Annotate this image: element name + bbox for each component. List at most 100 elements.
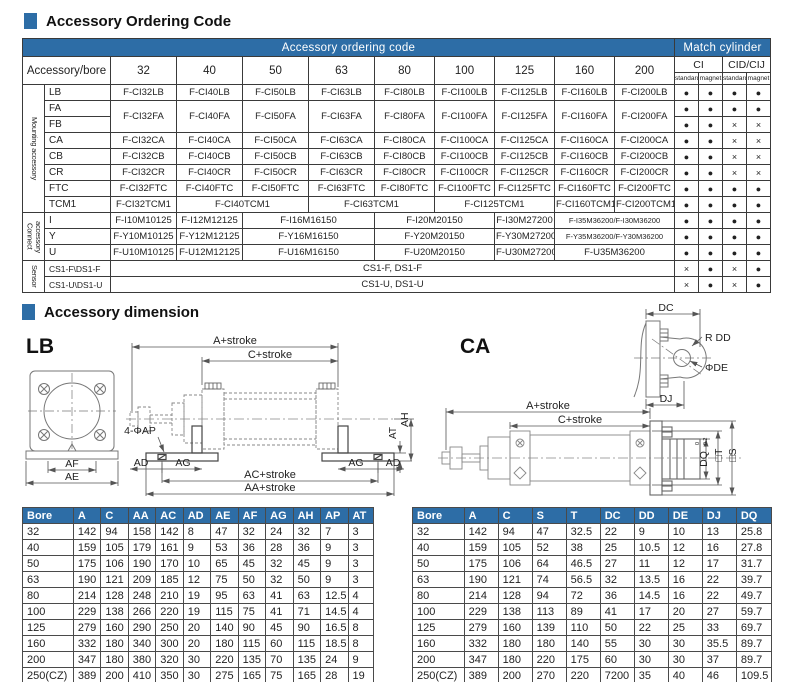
table-cell: CI (674, 56, 723, 73)
table-cell: 3 (347, 523, 375, 540)
ca-figure-label: CA (460, 335, 490, 358)
table-row: Accessory/bore 32 40 50 63 80 100 125 160 200 CI CI… (22, 56, 772, 85)
ca-dim-dq: DQ (698, 451, 710, 467)
table-cell: 49.7 (735, 587, 773, 604)
table-cell: 180 (100, 635, 129, 652)
table-cell: 113 (531, 603, 567, 620)
table-cell: 135 (292, 651, 322, 668)
lb-dim-ag-right: AG (348, 457, 363, 469)
table-cell: 38 (565, 539, 601, 556)
table-cell: 200 (497, 667, 533, 682)
table-cell: 175 (565, 651, 601, 668)
table-cell: F-CI125CR (494, 164, 555, 181)
table-cell: Sensor (22, 260, 45, 293)
table-header-row: Bore A C AA AC AD AE AF AG AH AP AT (22, 507, 375, 524)
table-cell: × (722, 116, 747, 133)
table-cell: 140 (210, 619, 239, 636)
table-cell: ● (698, 164, 723, 181)
table-cell: 90 (292, 619, 322, 636)
table-row: 50 175 106 64 46.5 27 11 12 17 31.7 (412, 555, 773, 572)
table-cell: 140 (565, 635, 601, 652)
table-cell: F-CI40CA (176, 132, 243, 149)
table-cell: 10 (667, 523, 703, 540)
ca-clevis-dims (645, 309, 703, 409)
lb-dim-aa-stroke: AA+stroke (244, 482, 295, 494)
table-cell: 12 (182, 571, 212, 588)
table-cell: 47 (531, 523, 567, 540)
table-cell: ● (674, 244, 699, 261)
table-cell: 128 (497, 587, 533, 604)
table-cell: 16 (667, 571, 703, 588)
table-cell: 175 (72, 555, 102, 572)
table-cell: F-CI40LB (176, 84, 243, 101)
table-cell: DE (667, 507, 703, 524)
table-cell: 75 (210, 571, 239, 588)
table-cell: DJ (701, 507, 737, 524)
table-cell: F-CI125FA (494, 100, 555, 133)
table-cell: LB (44, 84, 111, 101)
ca-dim-dq-tol-lower: -0.2 (703, 438, 709, 447)
table-cell: F-CI63FTC (308, 180, 375, 197)
table-cell: 50 (599, 619, 635, 636)
table-cell: 165 (292, 667, 322, 682)
table-cell: magnet (745, 72, 772, 85)
table-cell: 214 (72, 587, 102, 604)
table-cell: 25 (599, 539, 635, 556)
table-cell: 125 (494, 56, 555, 85)
table-cell: 200 (412, 651, 465, 668)
table-cell: 320 (155, 651, 184, 668)
table-cell: 159 (72, 539, 102, 556)
table-cell: 250 (155, 619, 184, 636)
table-cell: FTC (44, 180, 111, 197)
table-cell: AE (210, 507, 239, 524)
table-cell: ● (745, 260, 772, 277)
table-cell: F-CI32CA (110, 132, 177, 149)
table-cell: AH (292, 507, 322, 524)
table-cell: F-CI50CA (242, 132, 309, 149)
table-cell: F-CI160LB (554, 84, 615, 101)
ca-drawing: CA DC R DD (438, 302, 744, 496)
table-cell: F-CI80FA (374, 100, 435, 133)
table-row: FTC F-CI32FTC F-CI40FTC F-CI50FTC F-CI63FTC F… (23, 180, 772, 197)
table-cell: Match cylinder (673, 38, 772, 57)
table-cell: F-CI32FTC (110, 180, 177, 197)
table-cell: 12 (667, 555, 703, 572)
table-cell: ● (674, 148, 699, 165)
accessory-ordering-table: Accessory ordering code Match cylinder Acc… (22, 38, 772, 293)
table-cell: ● (722, 196, 747, 213)
lb-dim-ad-right: AD (386, 457, 401, 469)
table-cell: CS1-U, DS1-U (110, 276, 675, 293)
table-cell: AD (182, 507, 212, 524)
table-cell: AP (320, 507, 349, 524)
table-cell: ● (674, 164, 699, 181)
section-bullet-icon (24, 13, 37, 29)
table-cell: ● (745, 196, 772, 213)
table-cell: 30 (633, 651, 669, 668)
table-cell: Accessory/bore (22, 56, 111, 85)
table-cell: 50 (237, 571, 267, 588)
table-cell: 75 (265, 667, 294, 682)
table-cell: F-U30M27200 (494, 244, 555, 261)
table-cell: AF (237, 507, 267, 524)
table-cell: 347 (72, 651, 102, 668)
table-cell: F-I20M20150 (374, 212, 495, 229)
table-row: Mounting accessory LB F-CI32LB F-CI40LB F-CI… (22, 84, 772, 213)
ca-dim-r-dd: R DD (705, 332, 731, 344)
table-cell: F-CI63TCM1 (308, 196, 435, 213)
table-cell: 60 (599, 651, 635, 668)
table-cell: F-CI100CR (434, 164, 495, 181)
table-cell: 3 (347, 539, 375, 556)
table-cell: 161 (155, 539, 184, 556)
table-cell: F-CI100LB (434, 84, 495, 101)
table-cell: 56.5 (565, 571, 601, 588)
table-cell: 45 (237, 555, 267, 572)
table-cell: 7200 (599, 667, 635, 682)
table-cell: F-CI40TCM1 (176, 196, 309, 213)
table-cell: 55 (599, 635, 635, 652)
table-cell: 94 (497, 523, 533, 540)
table-cell: ● (698, 116, 723, 133)
table-cell: 10.5 (633, 539, 669, 556)
lb-front-view (25, 370, 119, 460)
table-cell: F-CI200CA (614, 132, 675, 149)
table-cell: F-CI125FTC (494, 180, 555, 197)
